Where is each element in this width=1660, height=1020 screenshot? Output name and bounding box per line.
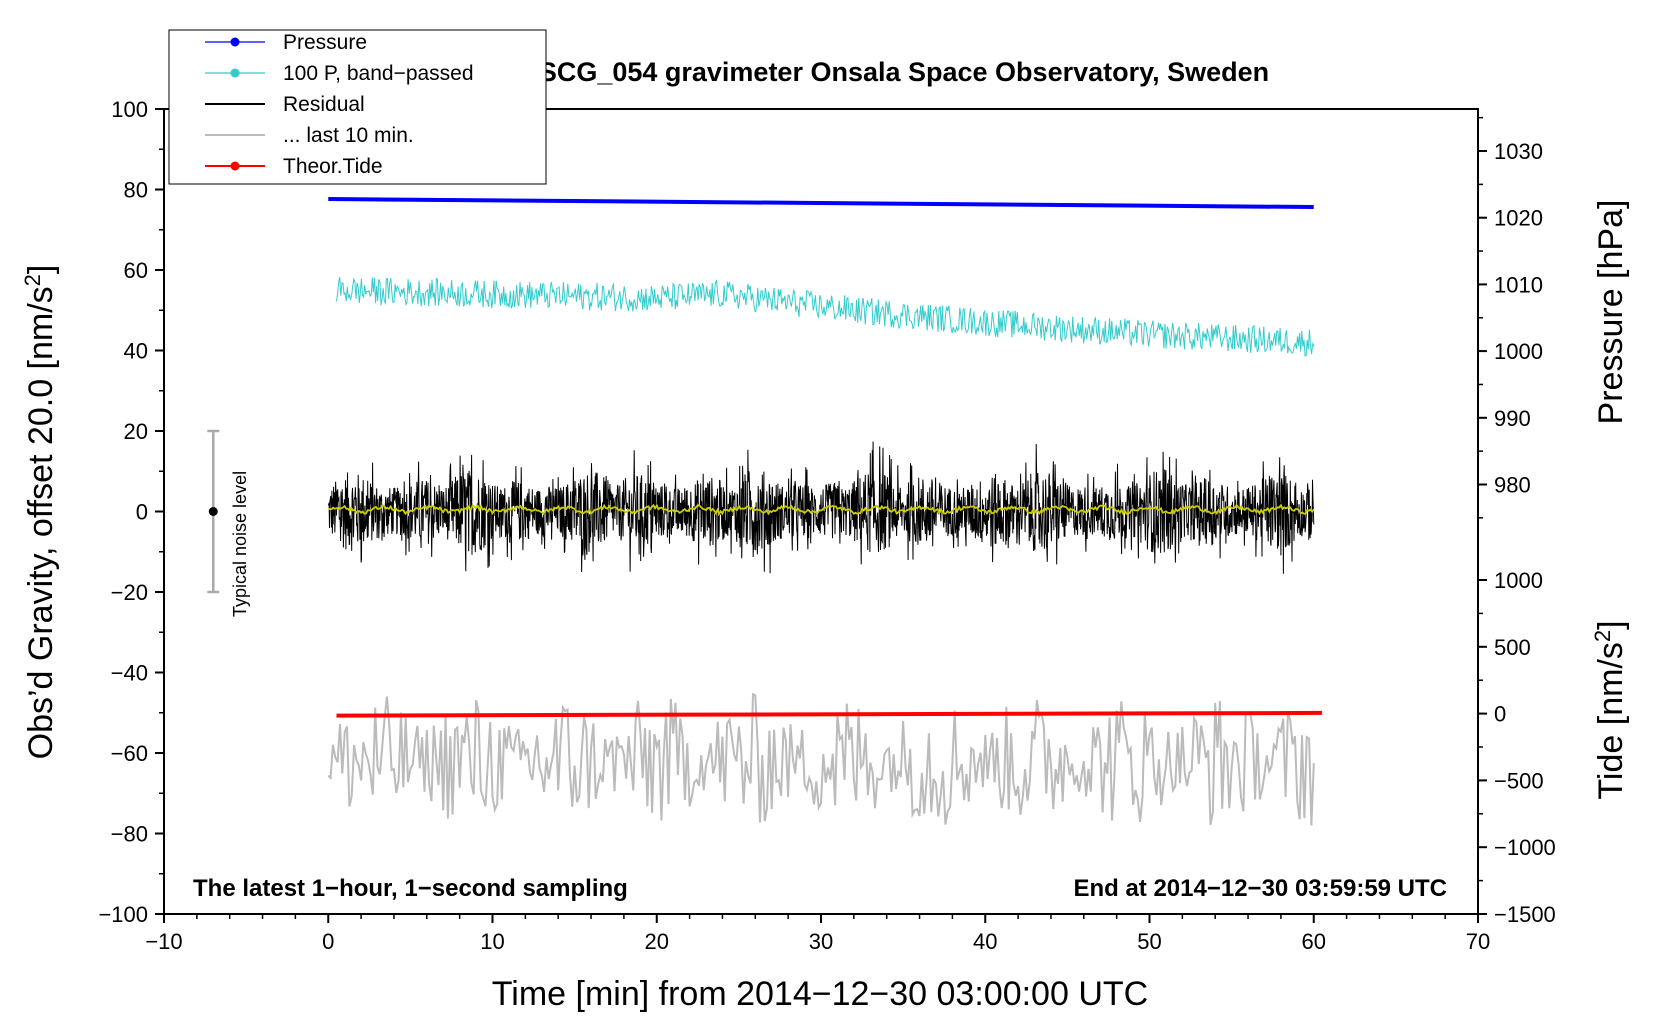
x-axis-ticks: −10 0 10 20 30 40 50 60 70	[145, 914, 1490, 954]
y-tick-label: 60	[124, 258, 148, 283]
y-axis-ticks: −100 −80 −60 −40 −20 0 20 40 60 80 100	[98, 97, 164, 927]
residual-smoothed-line	[327, 503, 1315, 516]
tide-axis-title: Tide [nm/s2]	[1590, 620, 1631, 799]
tide-axis-ticks: −1500 −1000 −500 0 500 1000	[1478, 568, 1556, 927]
y-tick-label: 0	[136, 500, 148, 525]
y-tick-label: 40	[124, 339, 148, 364]
legend-label: Pressure	[283, 31, 367, 54]
y-axis-title: Obs’d Gravity, offset 20.0 [nm/s2]	[20, 265, 61, 760]
pressure-tick-label: 1000	[1494, 339, 1543, 364]
noise-level-label: Typical noise level	[230, 471, 250, 617]
legend-marker	[230, 37, 240, 47]
y-axis-title-main: Obs’d Gravity, offset 20.0 [nm/s	[22, 286, 60, 759]
tide-axis-title-main: Tide [nm/s	[1592, 642, 1630, 799]
x-tick-label: 60	[1302, 929, 1326, 954]
y-tick-label: −40	[111, 661, 148, 686]
legend-marker	[230, 161, 240, 171]
x-tick-label: 20	[645, 929, 669, 954]
tide-tick-label: 500	[1494, 635, 1531, 660]
legend-marker	[230, 68, 240, 78]
last-10-min-line	[327, 692, 1315, 826]
legend-box	[168, 29, 547, 185]
chart-title: SCG_054 gravimeter Onsala Space Observat…	[539, 57, 1269, 87]
x-tick-label: 40	[973, 929, 997, 954]
tide-tick-label: −500	[1494, 768, 1544, 793]
x-tick-label: 30	[809, 929, 833, 954]
tide-axis-title-end: ]	[1592, 620, 1630, 629]
tide-axis-title-sup: 2	[1590, 630, 1615, 642]
tide-tick-label: −1000	[1494, 835, 1556, 860]
bandpassed-pressure-line	[336, 277, 1315, 357]
legend-label: 100 P, band−passed	[283, 62, 474, 85]
x-tick-label: 50	[1137, 929, 1161, 954]
y-axis-title-sup: 2	[20, 274, 45, 286]
pressure-tick-label: 1020	[1494, 206, 1543, 231]
series-layer	[327, 197, 1322, 826]
y-axis-title-end: ]	[22, 265, 60, 274]
y-tick-label: 20	[124, 419, 148, 444]
x-axis-title: Time [min] from 2014−12−30 03:00:00 UTC	[492, 975, 1148, 1013]
legend-label: Theor.Tide	[283, 155, 383, 178]
noise-level-indicator: Typical noise level	[207, 429, 250, 617]
pressure-tick-label: 990	[1494, 406, 1531, 431]
legend-label: Residual	[283, 93, 365, 116]
tide-tick-label: −1500	[1494, 902, 1556, 927]
pressure-tick-label: 980	[1494, 472, 1531, 497]
pressure-axis-title: Pressure [hPa]	[1592, 200, 1630, 425]
residual-line	[327, 441, 1315, 574]
y-tick-label: 80	[124, 178, 148, 203]
x-tick-label: 10	[480, 929, 504, 954]
legend: Pressure 100 P, band−passed Residual ... la…	[168, 29, 547, 185]
x-tick-label: −10	[145, 929, 182, 954]
y-tick-label: −100	[98, 902, 148, 927]
y-tick-label: −80	[111, 822, 148, 847]
pressure-line	[328, 197, 1314, 210]
tide-line	[336, 710, 1322, 718]
y-tick-label: −20	[111, 580, 148, 605]
x-tick-label: 0	[322, 929, 334, 954]
tide-tick-label: 0	[1494, 702, 1506, 727]
pressure-axis-ticks: 980 990 1000 1010 1020 1030	[1478, 116, 1543, 519]
pressure-tick-label: 1010	[1494, 272, 1543, 297]
annotation-sampling: The latest 1−hour, 1−second sampling	[193, 875, 628, 902]
y-tick-label: 100	[111, 97, 148, 122]
x-tick-label: 70	[1466, 929, 1490, 954]
pressure-tick-label: 1030	[1494, 139, 1543, 164]
legend-label: ... last 10 min.	[283, 124, 414, 147]
tide-tick-label: 1000	[1494, 568, 1543, 593]
annotation-end-time: End at 2014−12−30 03:59:59 UTC	[1073, 875, 1447, 902]
y-tick-label: −60	[111, 741, 148, 766]
noise-bar-point	[208, 507, 218, 516]
